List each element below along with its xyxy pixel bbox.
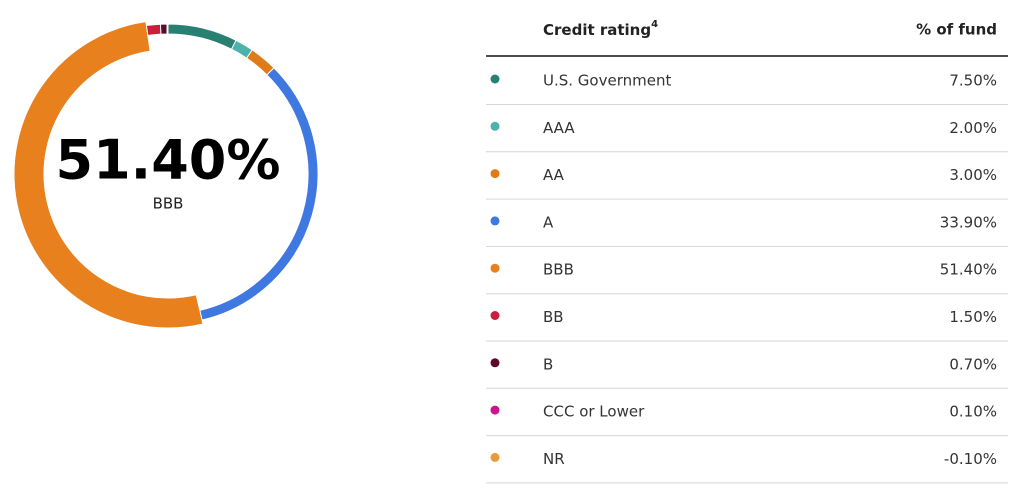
- row-value: 0.10%: [949, 403, 997, 421]
- row-value: 51.40%: [940, 261, 997, 279]
- row-value: 0.70%: [949, 355, 997, 373]
- legend-dot: [490, 169, 500, 179]
- legend-dot: [490, 358, 500, 368]
- row-value: 7.50%: [949, 72, 997, 90]
- row-value: 3.00%: [949, 166, 997, 184]
- row-label: BBB: [543, 261, 574, 279]
- row-label: BB: [543, 308, 564, 326]
- row-label: U.S. Government: [543, 72, 671, 90]
- legend-dot: [490, 216, 500, 226]
- row-label: CCC or Lower: [543, 403, 645, 421]
- row-value: -0.10%: [944, 450, 997, 468]
- donut-segment: [167, 23, 237, 50]
- row-label: AAA: [543, 119, 575, 137]
- row-value: 2.00%: [949, 119, 997, 137]
- donut-segment: [13, 21, 204, 329]
- row-label: NR: [543, 450, 565, 468]
- column-header: % of fund: [916, 21, 997, 39]
- center-value: 51.40%: [56, 129, 281, 192]
- row-label: AA: [543, 166, 565, 184]
- row-label: B: [543, 355, 553, 373]
- donut-segment: [145, 23, 162, 37]
- header-text: Credit rating: [543, 21, 651, 39]
- row-value: 1.50%: [949, 308, 997, 326]
- donut-segment: [199, 67, 319, 321]
- legend-dot: [490, 452, 500, 462]
- legend-dot: [490, 121, 500, 131]
- legend-dot: [490, 405, 500, 415]
- legend-dot: [490, 311, 500, 320]
- legend-dot: [490, 74, 500, 84]
- center-label: BBB: [153, 195, 184, 213]
- legend-dot: [490, 263, 500, 273]
- donut-segment: [166, 23, 169, 35]
- row-value: 33.90%: [940, 213, 997, 231]
- donut-segment: [159, 23, 168, 35]
- donut-segment: [245, 49, 275, 76]
- row-label: A: [543, 213, 554, 231]
- column-header: Credit rating4: [543, 19, 658, 39]
- footnote: 4: [651, 19, 658, 30]
